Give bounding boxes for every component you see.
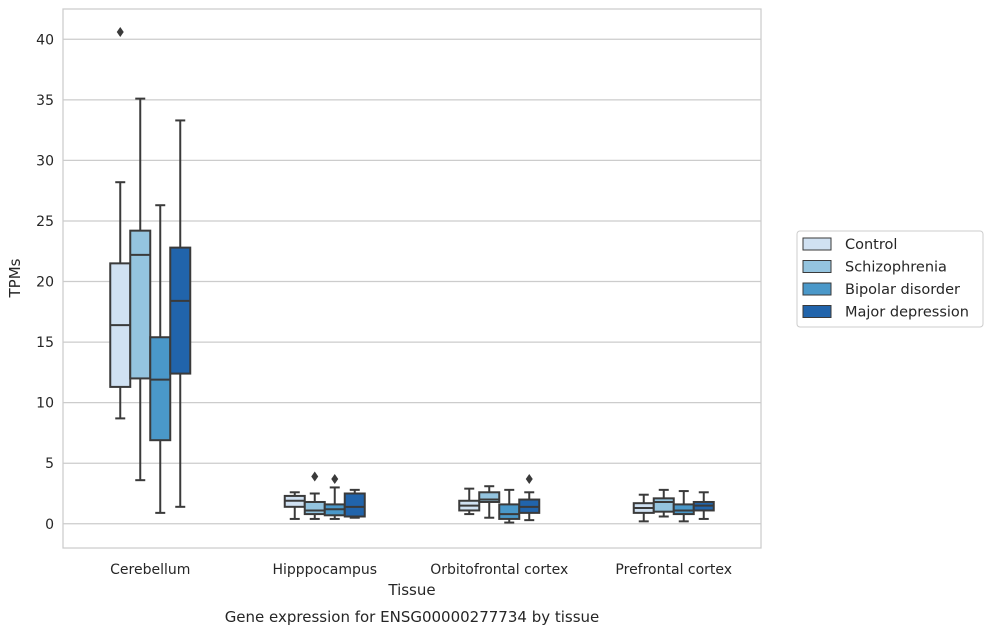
legend-swatch — [802, 305, 832, 318]
legend-frame — [796, 230, 984, 328]
box — [632, 493, 655, 523]
legend-swatch — [802, 237, 832, 251]
box-body — [478, 491, 501, 503]
outlier-point — [116, 27, 124, 38]
series-schizophrenia — [129, 97, 675, 520]
outlier-point — [525, 473, 533, 484]
plot-area — [63, 9, 761, 548]
chart-caption: Gene expression for ENSG00000277734 by t… — [225, 608, 600, 626]
outlier-point — [331, 473, 339, 484]
box — [672, 490, 695, 523]
y-tick-label: 10 — [36, 396, 54, 412]
box-body — [149, 336, 172, 442]
legend-swatch — [802, 260, 832, 273]
y-tick-label: 40 — [36, 32, 54, 48]
box — [458, 487, 481, 516]
box — [109, 27, 132, 420]
legend-label: Schizophrenia — [845, 260, 947, 276]
legend: Control Schizophrenia Bipolar disorder Majo… — [796, 230, 984, 328]
box-series — [109, 27, 715, 524]
y-tick-labels: 0 5 10 15 20 25 30 35 40 — [36, 32, 54, 532]
x-tick-labels: Cerebellum Hipppocampus Orbitofrontal cort… — [110, 562, 732, 578]
box-body — [303, 500, 326, 516]
box-body — [169, 246, 192, 375]
box — [169, 119, 192, 508]
box — [343, 488, 366, 519]
legend-swatch — [802, 282, 832, 296]
y-tick-label: 20 — [36, 275, 54, 291]
plot-frame — [62, 8, 762, 549]
box — [652, 488, 675, 518]
legend-label: Control — [845, 237, 897, 253]
x-tick-label: Orbitofrontal cortex — [430, 562, 568, 578]
y-tick-label: 35 — [36, 93, 54, 109]
y-tick-label: 25 — [36, 214, 54, 230]
legend-label: Bipolar disorder — [845, 282, 960, 298]
y-axis-label: TPMs — [6, 258, 24, 298]
box-body — [672, 503, 695, 516]
series-bipolar-disorder — [149, 204, 695, 524]
x-tick-label: Prefrontal cortex — [615, 562, 732, 578]
x-tick-label: Cerebellum — [110, 562, 190, 578]
y-tick-label: 5 — [45, 456, 54, 472]
y-tick-label: 30 — [36, 153, 54, 169]
box-body — [129, 229, 152, 380]
box-body — [498, 503, 521, 520]
box — [478, 485, 501, 519]
series-major-depression — [169, 119, 715, 522]
legend-label: Major depression — [845, 305, 969, 321]
x-axis-label: Tissue — [387, 581, 435, 599]
box-body — [652, 497, 675, 513]
y-tick-label: 0 — [45, 517, 54, 533]
outlier-point — [311, 471, 319, 482]
y-tick-label: 15 — [36, 335, 54, 351]
x-tick-label: Hipppocampus — [272, 562, 377, 578]
box — [149, 204, 172, 514]
box-body — [343, 492, 366, 518]
box — [518, 473, 541, 522]
box — [129, 97, 152, 482]
box — [692, 491, 715, 520]
